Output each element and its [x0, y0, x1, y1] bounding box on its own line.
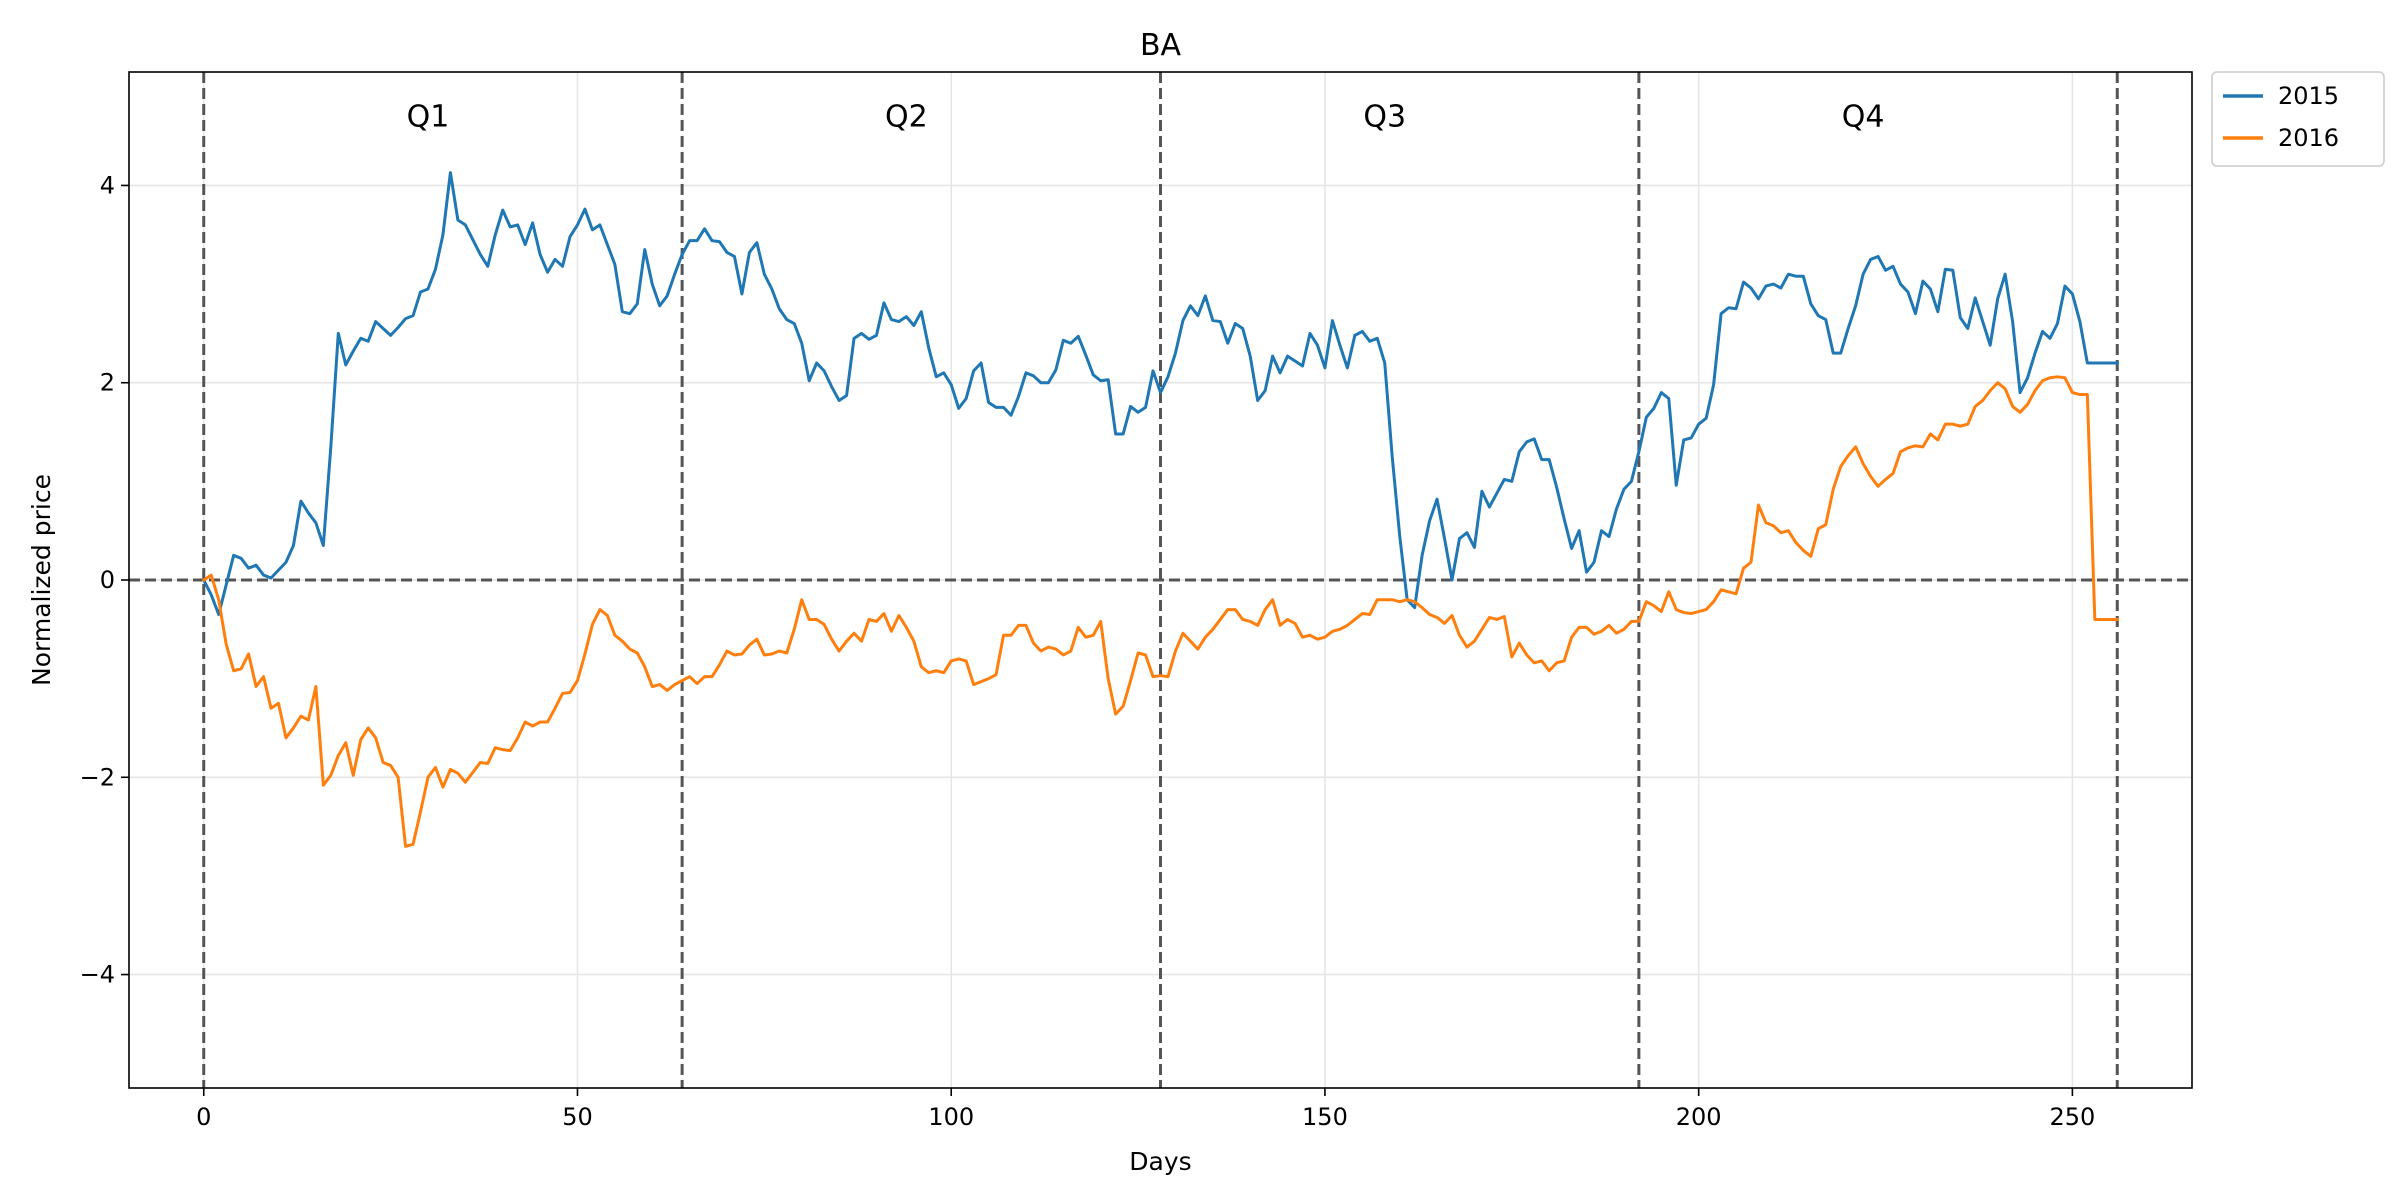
series-lines: [201, 171, 2119, 848]
y-axis-label: Normalized price: [27, 474, 56, 686]
y-tick-label: 0: [100, 566, 115, 594]
legend: 2015 2016: [2211, 71, 2385, 167]
x-tick-label: 200: [1676, 1103, 1722, 1131]
quarter-label-q1: Q1: [407, 99, 450, 134]
x-axis-label: Days: [1129, 1147, 1191, 1176]
legend-label-2015: 2015: [2278, 82, 2339, 110]
x-axis-ticks: 0 50 100 150 200 250: [196, 1088, 2095, 1131]
y-tick-label: −4: [80, 961, 115, 989]
chart-title: BA: [1140, 28, 1182, 63]
quarter-label-q2: Q2: [885, 99, 928, 134]
x-tick-label: 50: [562, 1103, 593, 1131]
quarter-label-q3: Q3: [1363, 99, 1406, 134]
y-tick-label: 2: [100, 369, 115, 397]
series-line-2015: [201, 171, 2119, 617]
legend-label-2016: 2016: [2278, 124, 2339, 152]
reference-lines: [129, 72, 2192, 1088]
x-tick-label: 150: [1302, 1103, 1348, 1131]
x-tick-label: 100: [928, 1103, 974, 1131]
x-tick-label: 250: [2049, 1103, 2095, 1131]
quarter-label-q4: Q4: [1842, 99, 1885, 134]
quarter-annotations: Q1 Q2 Q3 Q4: [407, 99, 1885, 134]
y-tick-label: 4: [100, 171, 115, 199]
y-tick-label: −2: [80, 763, 115, 791]
x-tick-label: 0: [196, 1103, 211, 1131]
y-axis-ticks: −4 −2 0 2 4: [80, 171, 129, 989]
series-line-2016: [201, 375, 2119, 848]
